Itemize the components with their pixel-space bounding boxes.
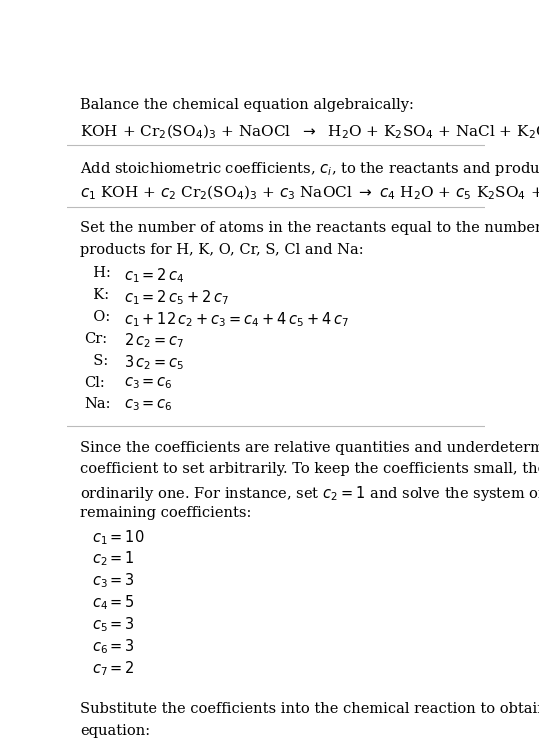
Text: Since the coefficients are relative quantities and underdetermined, choose a: Since the coefficients are relative quan… — [80, 441, 539, 454]
Text: $c_1 = 10$: $c_1 = 10$ — [93, 528, 145, 547]
Text: O:: O: — [84, 310, 110, 324]
Text: K:: K: — [84, 288, 109, 302]
Text: $c_4 = 5$: $c_4 = 5$ — [93, 594, 135, 613]
Text: $2\,c_2 = c_7$: $2\,c_2 = c_7$ — [124, 332, 184, 350]
Text: $c_1 + 12\,c_2 + c_3 = c_4 + 4\,c_5 + 4\,c_7$: $c_1 + 12\,c_2 + c_3 = c_4 + 4\,c_5 + 4\… — [124, 310, 349, 329]
Text: S:: S: — [84, 353, 108, 368]
Text: $c_3 = c_6$: $c_3 = c_6$ — [124, 397, 172, 413]
Text: $c_2 = 1$: $c_2 = 1$ — [93, 550, 135, 568]
Text: KOH + Cr$_2$(SO$_4$)$_3$ + NaOCl  $\rightarrow$  H$_2$O + K$_2$SO$_4$ + NaCl + K: KOH + Cr$_2$(SO$_4$)$_3$ + NaOCl $\right… — [80, 123, 539, 141]
Text: $c_3 = c_6$: $c_3 = c_6$ — [124, 376, 172, 391]
FancyBboxPatch shape — [72, 743, 481, 747]
Text: Cl:: Cl: — [84, 376, 105, 389]
Text: $c_1 = 2\,c_5 + 2\,c_7$: $c_1 = 2\,c_5 + 2\,c_7$ — [124, 288, 229, 307]
Text: ordinarily one. For instance, set $c_2 = 1$ and solve the system of equations fo: ordinarily one. For instance, set $c_2 =… — [80, 484, 539, 503]
Text: $3\,c_2 = c_5$: $3\,c_2 = c_5$ — [124, 353, 184, 372]
Text: $c_5 = 3$: $c_5 = 3$ — [93, 616, 135, 634]
Text: products for H, K, O, Cr, S, Cl and Na:: products for H, K, O, Cr, S, Cl and Na: — [80, 244, 363, 257]
Text: $c_6 = 3$: $c_6 = 3$ — [93, 637, 135, 656]
Text: remaining coefficients:: remaining coefficients: — [80, 506, 251, 520]
Text: Set the number of atoms in the reactants equal to the number of atoms in the: Set the number of atoms in the reactants… — [80, 221, 539, 235]
Text: Balance the chemical equation algebraically:: Balance the chemical equation algebraica… — [80, 99, 414, 112]
Text: Substitute the coefficients into the chemical reaction to obtain the balanced: Substitute the coefficients into the che… — [80, 702, 539, 716]
Text: $c_1 = 2\,c_4$: $c_1 = 2\,c_4$ — [124, 266, 184, 285]
Text: $c_7 = 2$: $c_7 = 2$ — [93, 659, 135, 678]
Text: Add stoichiometric coefficients, $c_i$, to the reactants and products:: Add stoichiometric coefficients, $c_i$, … — [80, 160, 539, 178]
Text: coefficient to set arbitrarily. To keep the coefficients small, the arbitrary va: coefficient to set arbitrarily. To keep … — [80, 462, 539, 477]
Text: H:: H: — [84, 266, 111, 280]
Text: $c_1$ KOH + $c_2$ Cr$_2$(SO$_4$)$_3$ + $c_3$ NaOCl $\rightarrow$ $c_4$ H$_2$O + : $c_1$ KOH + $c_2$ Cr$_2$(SO$_4$)$_3$ + $… — [80, 184, 539, 202]
Text: equation:: equation: — [80, 724, 150, 738]
Text: $c_3 = 3$: $c_3 = 3$ — [93, 571, 135, 590]
Text: Cr:: Cr: — [84, 332, 107, 346]
Text: Na:: Na: — [84, 397, 110, 412]
